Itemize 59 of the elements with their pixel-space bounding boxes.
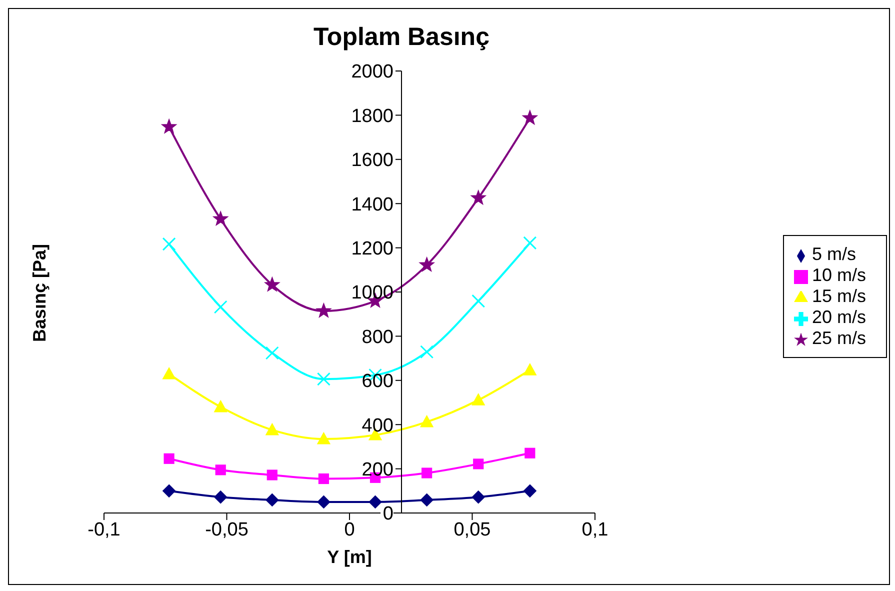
point xyxy=(214,490,228,504)
point xyxy=(473,458,484,470)
y-tick-label: 2000 xyxy=(351,62,394,83)
y-tick-label: 600 xyxy=(362,371,394,392)
chart-title: Toplam Basınç xyxy=(312,23,490,52)
point xyxy=(523,236,537,250)
point xyxy=(523,484,536,498)
point xyxy=(316,303,332,318)
x-tick-label: 0,05 xyxy=(454,519,491,540)
point xyxy=(472,394,485,406)
point xyxy=(213,211,228,226)
point xyxy=(472,490,485,504)
y-tick-label: 800 xyxy=(362,326,394,348)
x-tick-label: -0,05 xyxy=(205,519,248,540)
point xyxy=(214,300,228,314)
y-tick-label: 1400 xyxy=(351,194,394,216)
point xyxy=(522,110,538,124)
point xyxy=(214,400,228,412)
point xyxy=(420,493,434,506)
point xyxy=(215,464,226,476)
point xyxy=(162,484,176,498)
legend-label: 5 m/s xyxy=(812,244,856,264)
point xyxy=(422,468,432,478)
point xyxy=(523,364,536,376)
point xyxy=(162,237,176,251)
y-tick-label: 1200 xyxy=(351,238,394,260)
point xyxy=(266,493,279,506)
point xyxy=(162,119,176,134)
y-tick-label: 1000 xyxy=(351,282,394,304)
point xyxy=(164,453,174,464)
point xyxy=(264,277,280,292)
x-tick-label: -0,1 xyxy=(88,519,120,540)
point xyxy=(265,346,279,360)
point xyxy=(266,423,279,436)
point xyxy=(368,495,382,508)
y-tick-label: 1800 xyxy=(351,106,394,127)
x-axis-title: Y [m] xyxy=(327,547,372,567)
point xyxy=(420,415,434,428)
y-tick-label: 200 xyxy=(362,459,394,480)
point xyxy=(316,372,330,386)
point xyxy=(162,367,176,380)
point xyxy=(266,470,278,480)
legend-label: 20 m/s xyxy=(812,307,866,327)
legend-label: 10 m/s xyxy=(812,265,866,285)
point xyxy=(472,294,486,308)
point xyxy=(318,473,330,484)
legend-label: 15 m/s xyxy=(812,286,866,306)
point xyxy=(420,345,434,359)
point xyxy=(317,495,330,508)
point xyxy=(471,190,486,204)
x-tick-label: 0,1 xyxy=(582,519,608,540)
y-tick-label: 1600 xyxy=(351,150,394,172)
point xyxy=(524,448,536,458)
legend-label: 25 m/s xyxy=(812,328,866,348)
y-axis-title: Basınç [Pa] xyxy=(29,244,50,342)
point xyxy=(317,432,330,444)
y-tick-label: 400 xyxy=(362,415,394,436)
y-tick-label: 0 xyxy=(382,504,394,525)
point xyxy=(419,257,434,272)
